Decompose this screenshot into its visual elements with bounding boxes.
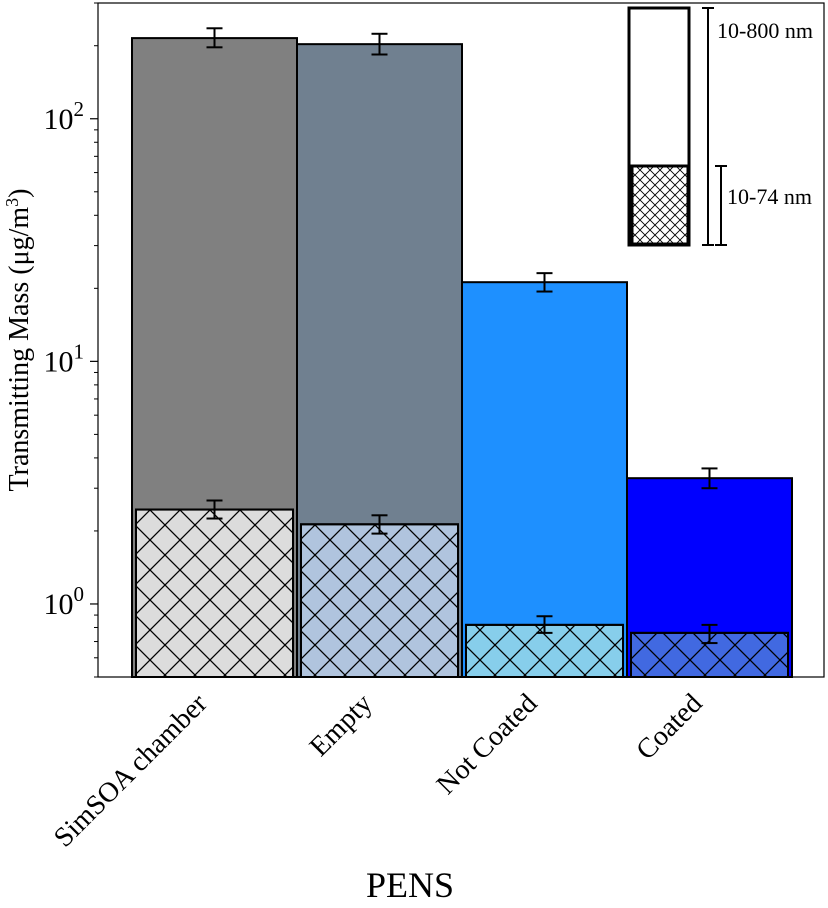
x-tick-label-not-coated: Not Coated: [431, 688, 544, 801]
x-tick-label-coated: Coated: [630, 688, 708, 766]
y-tick-label-1: 101: [44, 339, 85, 378]
x-tick-label-empty: Empty: [304, 688, 379, 763]
error-bar-inner-coated: [701, 623, 718, 645]
legend-label-outer: 10-800 nm: [717, 18, 813, 43]
error-bar-inner-empty: [371, 514, 388, 535]
legend-label-inner: 10-74 nm: [727, 184, 812, 209]
inner-bar-hatch-empty: [300, 523, 459, 679]
legend-bracket-outer: [702, 7, 714, 246]
error-bar-outer-empty: [371, 32, 388, 56]
x-tick-label-simsoa-chamber: SimSOA chamber: [48, 688, 214, 854]
y-axis-label: Transmitting Mass (μg/m3): [2, 188, 35, 491]
error-bar-outer-not-coated: [536, 272, 553, 293]
legend-bracket-inner: [715, 165, 727, 246]
plot-frame: [97, 2, 825, 678]
error-bar-outer-simsoa-chamber: [206, 27, 223, 49]
error-bar-outer-coated: [701, 467, 718, 490]
x-axis-label: PENS: [366, 865, 454, 903]
y-tick-label-0: 100: [44, 582, 85, 621]
error-bar-inner-not-coated: [536, 615, 553, 634]
y-tick-label-2: 102: [44, 97, 85, 136]
inner-bar-hatch-simsoa-chamber: [135, 508, 294, 679]
legend-inner-hatch: [630, 164, 690, 246]
error-bar-inner-simsoa-chamber: [206, 499, 223, 520]
